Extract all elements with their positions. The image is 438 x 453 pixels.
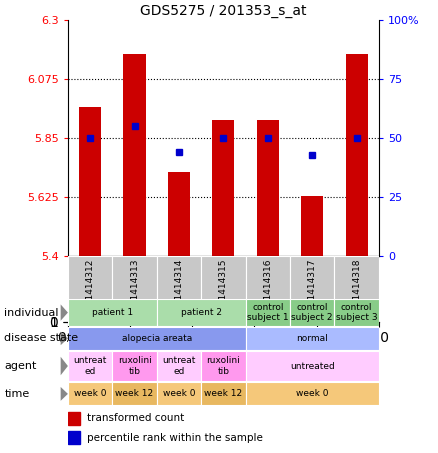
Text: ruxolini
tib: ruxolini tib	[118, 357, 152, 376]
Bar	[212, 120, 234, 256]
Text: normal: normal	[297, 334, 328, 343]
Text: patient 2: patient 2	[180, 308, 222, 317]
Text: week 12: week 12	[116, 390, 154, 398]
Text: GSM1414312: GSM1414312	[85, 259, 95, 319]
Bar	[112, 382, 157, 405]
Text: GSM1414317: GSM1414317	[308, 259, 317, 319]
Text: control
subject 1: control subject 1	[247, 303, 289, 322]
Bar	[346, 54, 368, 256]
Bar	[168, 172, 190, 256]
Text: transformed count: transformed count	[87, 413, 184, 423]
Bar	[290, 299, 335, 326]
Polygon shape	[60, 357, 68, 375]
Bar	[157, 382, 201, 405]
Text: control
subject 3: control subject 3	[336, 303, 378, 322]
Text: alopecia areata: alopecia areata	[122, 334, 192, 343]
Bar	[112, 256, 157, 322]
Bar	[290, 256, 335, 322]
Text: week 0: week 0	[162, 390, 195, 398]
Bar	[335, 256, 379, 322]
Text: week 0: week 0	[74, 390, 106, 398]
Polygon shape	[60, 387, 68, 401]
Bar	[157, 256, 201, 322]
Text: untreated: untreated	[290, 361, 335, 371]
Text: GSM1414314: GSM1414314	[174, 259, 184, 319]
Text: untreat
ed: untreat ed	[74, 357, 107, 376]
Bar	[246, 256, 290, 322]
Text: individual: individual	[4, 308, 59, 318]
Polygon shape	[60, 304, 68, 321]
Text: GSM1414315: GSM1414315	[219, 259, 228, 319]
Text: disease state: disease state	[4, 333, 78, 343]
Text: week 12: week 12	[204, 390, 243, 398]
Bar	[257, 120, 279, 256]
Text: GSM1414313: GSM1414313	[130, 259, 139, 319]
Text: control
subject 2: control subject 2	[291, 303, 333, 322]
Bar	[112, 351, 157, 381]
Bar	[157, 299, 246, 326]
Bar	[124, 54, 145, 256]
Bar	[68, 299, 157, 326]
Bar	[201, 382, 246, 405]
Bar	[157, 351, 201, 381]
Bar	[246, 351, 379, 381]
Bar	[68, 431, 80, 444]
Text: agent: agent	[4, 361, 37, 371]
Bar	[68, 412, 80, 425]
Text: GSM1414318: GSM1414318	[352, 259, 361, 319]
Bar	[79, 107, 101, 256]
Bar	[201, 351, 246, 381]
Bar	[301, 196, 323, 256]
Text: week 0: week 0	[296, 390, 328, 398]
Title: GDS5275 / 201353_s_at: GDS5275 / 201353_s_at	[140, 4, 307, 18]
Bar	[68, 327, 246, 350]
Bar	[246, 382, 379, 405]
Bar	[246, 299, 290, 326]
Bar	[335, 299, 379, 326]
Text: ruxolini
tib: ruxolini tib	[206, 357, 240, 376]
Text: patient 1: patient 1	[92, 308, 133, 317]
Bar	[68, 382, 112, 405]
Bar	[68, 351, 112, 381]
Bar	[201, 256, 246, 322]
Text: untreat
ed: untreat ed	[162, 357, 196, 376]
Text: time: time	[4, 389, 30, 399]
Bar	[246, 327, 379, 350]
Polygon shape	[60, 332, 68, 345]
Text: GSM1414316: GSM1414316	[263, 259, 272, 319]
Text: percentile rank within the sample: percentile rank within the sample	[87, 433, 262, 443]
Bar	[68, 256, 112, 322]
